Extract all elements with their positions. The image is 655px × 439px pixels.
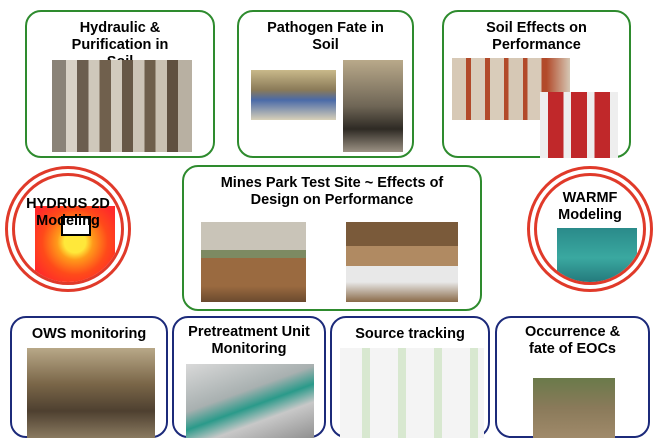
- photo: [540, 92, 618, 158]
- photo: [346, 222, 458, 302]
- model-image: [557, 228, 637, 285]
- photo: [52, 60, 192, 152]
- model-ring-inner: WARMF Modeling: [534, 173, 646, 285]
- topic-box: Soil Effects on Performance: [442, 10, 631, 158]
- topic-box: Source tracking: [330, 316, 490, 438]
- photo: [343, 60, 403, 152]
- page: {"nodes": [ {"label": "Hydraulic & Purif…: [0, 0, 655, 439]
- model-ring: WARMF Modeling: [527, 166, 653, 292]
- topic-box: Pretreatment Unit Monitoring: [172, 316, 326, 438]
- photo: [27, 348, 155, 438]
- topic-box: Hydraulic & Purification in Soil: [25, 10, 215, 158]
- photo: [533, 378, 615, 438]
- model-label: HYDRUS 2D Modeling: [15, 196, 121, 230]
- photo: [340, 348, 484, 438]
- topic-box: Mines Park Test Site ~ Effects of Design…: [182, 165, 482, 311]
- topic-label: OWS monitoring: [12, 326, 166, 343]
- model-ring-inner: HYDRUS 2D Modeling: [12, 173, 124, 285]
- model-label: WARMF Modeling: [537, 190, 643, 224]
- topic-label: Source tracking: [332, 326, 488, 343]
- topic-box: Occurrence & fate of EOCs: [495, 316, 650, 438]
- photo: [251, 70, 336, 120]
- topic-label: Mines Park Test Site ~ Effects of Design…: [184, 175, 480, 209]
- photo: [201, 222, 306, 302]
- topic-box: Pathogen Fate in Soil: [237, 10, 414, 158]
- topic-label: Pathogen Fate in Soil: [239, 20, 412, 54]
- topic-label: Occurrence & fate of EOCs: [497, 324, 648, 358]
- model-ring: HYDRUS 2D Modeling: [5, 166, 131, 292]
- photo: [186, 364, 314, 438]
- topic-label: Soil Effects on Performance: [444, 20, 629, 54]
- topic-label: Pretreatment Unit Monitoring: [174, 324, 324, 358]
- topic-box: OWS monitoring: [10, 316, 168, 438]
